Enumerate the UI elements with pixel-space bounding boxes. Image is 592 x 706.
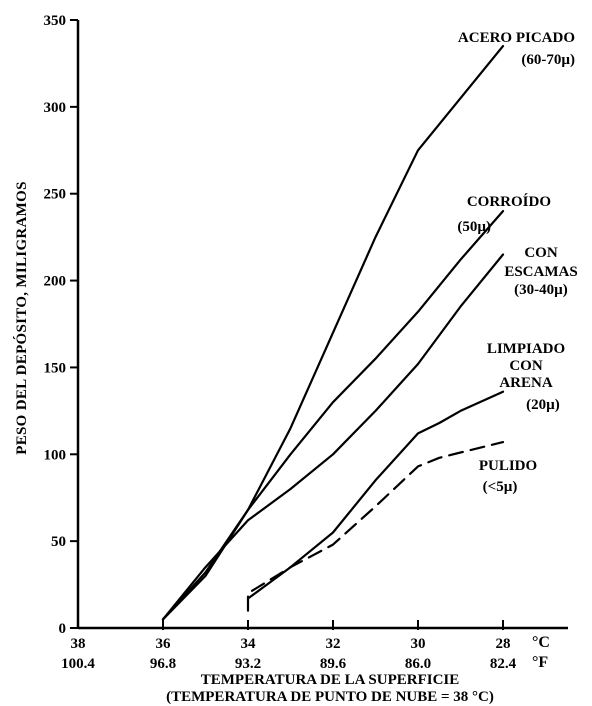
series-label-line: ARENA: [499, 375, 553, 391]
series-label-line: (30-40µ): [514, 282, 568, 298]
series-label-line: ESCAMAS: [504, 264, 577, 280]
x-tick-label-fahrenheit: 100.4: [61, 656, 95, 672]
series-label-line: (20µ): [526, 397, 560, 413]
series-label-line: PULIDO: [479, 458, 537, 474]
series-label-line: ACERO PICADO: [458, 30, 575, 46]
x-axis-title: TEMPERATURA DE LA SUPERFICIE: [201, 672, 460, 688]
series-lines: [161, 44, 505, 621]
series-label-line: LIMPIADO: [487, 341, 565, 357]
series-label-line: CORROÍDO: [467, 193, 551, 210]
series-label-line: (50µ): [457, 219, 491, 235]
x-tick-label-celsius: 34: [241, 636, 257, 652]
series-label-line: (<5µ): [483, 479, 518, 495]
x-axis-ticks: 38 100.4 36 96.8 34 93.2 32 89.6 30 86.0 28 82.4: [61, 620, 517, 672]
series-label-line: CON: [509, 358, 543, 374]
label-acero-picado: ACERO PICADO (60-70µ): [458, 30, 575, 68]
x-tick-label-fahrenheit: 93.2: [235, 656, 261, 672]
series-label-line: CON: [524, 245, 558, 261]
x-tick-label-fahrenheit: 89.6: [320, 656, 347, 672]
y-tick-label: 150: [44, 360, 67, 376]
x-axis-subtitle: (TEMPERATURA DE PUNTO DE NUBE = 38 °C): [166, 689, 494, 705]
label-pulido: PULIDO (<5µ): [479, 458, 537, 495]
y-axis-title: PESO DEL DEPÓSITO, MILIGRAMOS: [13, 181, 30, 454]
series-label-line: (60-70µ): [521, 52, 575, 68]
y-tick-label: 0: [59, 621, 67, 637]
x-unit-celsius: °C: [532, 634, 550, 651]
y-tick-label: 300: [44, 100, 67, 116]
series-line-4: [246, 441, 505, 612]
series-line-3: [246, 390, 505, 600]
x-tick-label-fahrenheit: 96.8: [150, 656, 176, 672]
x-tick-label-fahrenheit: 86.0: [405, 656, 431, 672]
label-limpiado-con-arena: LIMPIADO CON ARENA (20µ): [487, 341, 565, 413]
y-axis-ticks: 0 50 100 150 200 250 300 350: [44, 13, 78, 637]
y-tick-label: 200: [44, 274, 67, 290]
label-con-escamas: CON ESCAMAS (30-40µ): [504, 245, 577, 298]
series-line-2: [161, 253, 505, 621]
x-unit-fahrenheit: °F: [532, 654, 548, 671]
y-tick-label: 250: [44, 187, 67, 203]
label-corroido: CORROÍDO (50µ): [457, 193, 551, 235]
x-tick-label-fahrenheit: 82.4: [490, 656, 517, 672]
y-tick-label: 350: [44, 13, 67, 29]
x-tick-label-celsius: 38: [71, 636, 86, 652]
x-tick-label-celsius: 32: [326, 636, 341, 652]
y-tick-label: 50: [51, 534, 66, 550]
x-tick-label-celsius: 28: [496, 636, 511, 652]
x-tick-label-celsius: 30: [411, 636, 426, 652]
x-tick-label-celsius: 36: [156, 636, 172, 652]
y-tick-label: 100: [44, 447, 67, 463]
